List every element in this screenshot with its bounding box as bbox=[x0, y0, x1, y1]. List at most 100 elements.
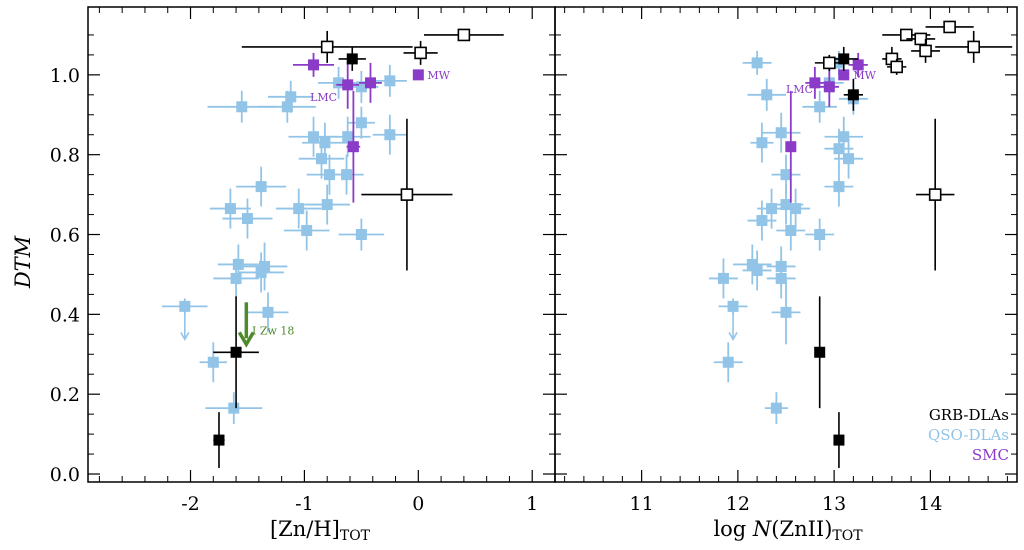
data-point bbox=[814, 346, 826, 358]
data-point bbox=[259, 260, 271, 272]
y-axis-label: DTM bbox=[11, 235, 35, 289]
data-point-open bbox=[919, 44, 932, 58]
data-point bbox=[770, 402, 782, 414]
y-tick-label: 0.0 bbox=[50, 464, 80, 486]
data-point bbox=[717, 272, 729, 284]
data-point bbox=[355, 81, 367, 93]
legend-entry: QSO-DLAs bbox=[928, 426, 1009, 444]
data-point bbox=[342, 131, 354, 143]
left-x-axis-label: [Zn/H]TOT bbox=[270, 517, 371, 544]
plot-frame bbox=[554, 6, 1018, 483]
series-grb-dlas bbox=[213, 46, 366, 469]
data-point-open bbox=[914, 32, 928, 46]
data-point bbox=[833, 434, 845, 446]
data-point-open bbox=[400, 188, 414, 201]
data-point bbox=[838, 131, 850, 143]
data-point bbox=[838, 53, 850, 65]
data-point bbox=[384, 75, 396, 87]
y-tick-label: 0.4 bbox=[50, 304, 80, 326]
data-point bbox=[766, 203, 778, 215]
data-point bbox=[751, 57, 763, 69]
left-x-axis-label-sub: TOT bbox=[340, 528, 371, 544]
x-tick-label: 0 bbox=[412, 493, 424, 515]
data-point bbox=[790, 203, 802, 215]
data-point bbox=[255, 266, 267, 278]
data-point-open bbox=[967, 40, 980, 54]
right-x-axis-label-suffix: (ZnII) bbox=[771, 517, 832, 541]
y-tick-label: 1.0 bbox=[50, 65, 80, 87]
annotation-mw: MW bbox=[853, 69, 876, 82]
data-point bbox=[230, 272, 242, 284]
data-point-open bbox=[414, 46, 427, 60]
data-point bbox=[232, 258, 244, 270]
x-tick-label: 13 bbox=[822, 493, 846, 515]
data-point bbox=[780, 306, 792, 318]
right-x-axis-label-prefix: log bbox=[713, 517, 752, 541]
data-point bbox=[751, 264, 763, 276]
data-point-open bbox=[943, 20, 956, 34]
data-point bbox=[347, 141, 359, 153]
data-point bbox=[355, 117, 367, 129]
data-point bbox=[780, 199, 792, 211]
x-tick-label: 1 bbox=[526, 493, 538, 515]
annotation-lmc: LMC bbox=[310, 91, 337, 104]
upper-limit-arrowhead bbox=[180, 331, 190, 341]
data-point bbox=[316, 153, 327, 165]
data-point bbox=[756, 137, 768, 149]
data-point bbox=[281, 101, 293, 113]
series-qso-dlas bbox=[162, 64, 407, 425]
series-grb-dlas-open bbox=[814, 20, 1013, 271]
right-x-axis-label: log N(ZnII)TOT bbox=[713, 517, 863, 544]
data-point-open bbox=[320, 40, 334, 54]
data-point bbox=[746, 258, 758, 270]
data-point bbox=[384, 129, 396, 141]
upper-limit-arrow-head bbox=[237, 331, 255, 348]
data-point-open bbox=[900, 28, 913, 42]
data-point-open bbox=[823, 56, 836, 70]
x-tick-label: 11 bbox=[630, 493, 654, 515]
data-point bbox=[833, 181, 845, 193]
data-point bbox=[230, 346, 242, 358]
data-point bbox=[301, 225, 313, 237]
data-point bbox=[756, 215, 768, 227]
data-point bbox=[346, 53, 358, 65]
left-panel: -2 -1 0 1 0.0 0.2 0.4 0.6 0.8 1.0 I Zw 18 MW LMC bbox=[50, 6, 556, 515]
data-point bbox=[236, 101, 248, 113]
data-point bbox=[342, 79, 354, 91]
x-tick-label: 14 bbox=[918, 493, 942, 515]
series-i-zw-18 bbox=[237, 302, 255, 348]
data-point bbox=[319, 137, 331, 149]
data-point bbox=[775, 272, 787, 284]
legend-entry: GRB-DLAs bbox=[929, 406, 1009, 424]
series-smc bbox=[293, 52, 382, 203]
data-point bbox=[241, 213, 253, 225]
plot-frame bbox=[87, 6, 556, 483]
data-point bbox=[321, 199, 333, 211]
data-point bbox=[785, 141, 797, 153]
annotation-mw: MW bbox=[427, 69, 450, 82]
data-point bbox=[262, 306, 274, 318]
data-point bbox=[785, 225, 797, 237]
data-point bbox=[341, 169, 353, 181]
data-point bbox=[823, 81, 835, 93]
annotation-i-zw-18: I Zw 18 bbox=[252, 324, 294, 337]
data-point-open bbox=[457, 28, 471, 42]
right-x-axis-label-sub: TOT bbox=[832, 528, 863, 544]
data-point bbox=[761, 89, 773, 101]
data-point bbox=[308, 59, 320, 71]
data-point bbox=[285, 91, 297, 103]
data-point bbox=[814, 229, 826, 241]
data-point bbox=[293, 203, 305, 215]
data-point bbox=[852, 59, 864, 71]
data-point bbox=[814, 101, 826, 113]
data-point bbox=[775, 127, 787, 139]
y-tick-label: 0.6 bbox=[50, 225, 80, 247]
y-tick-label: 0.2 bbox=[50, 384, 80, 406]
data-point bbox=[843, 153, 855, 165]
x-tick-label: 12 bbox=[726, 493, 750, 515]
legend-entry: SMC bbox=[972, 446, 1009, 464]
series-grb-dlas-open bbox=[241, 28, 504, 271]
right-x-axis-label-italic: N bbox=[752, 517, 772, 541]
data-point bbox=[207, 356, 219, 368]
